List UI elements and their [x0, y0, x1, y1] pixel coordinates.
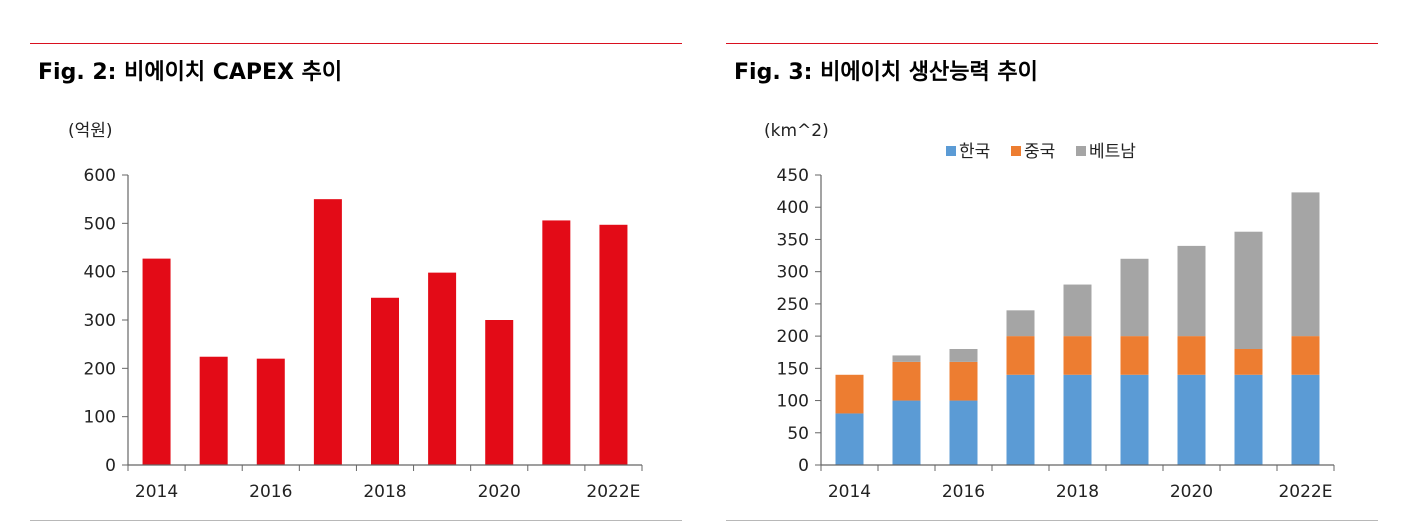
chart-title: Fig. 2: 비에이치 CAPEX 추이 — [38, 60, 343, 85]
y-tick-label: 50 — [787, 424, 809, 444]
bar — [313, 199, 342, 465]
china-bar — [835, 374, 864, 414]
legend-label: 한국 — [959, 142, 990, 162]
y-tick-label: 600 — [84, 166, 116, 186]
y-tick-label: 0 — [105, 456, 116, 476]
legend-swatch — [1076, 146, 1086, 156]
bar — [199, 356, 228, 465]
korea-bar — [1177, 374, 1206, 465]
bar — [485, 320, 514, 465]
chart-title: Fig. 3: 비에이치 생산능력 추이 — [734, 60, 1038, 85]
china-bar — [1177, 336, 1206, 375]
x-tick-label: 2016 — [942, 482, 985, 502]
korea-bar — [892, 400, 921, 465]
bottom-rule — [726, 520, 1378, 521]
legend-label: 베트남 — [1089, 142, 1136, 162]
capacity-chart-panel: Fig. 3: 비에이치 생산능력 추이 (km^2) 0 50 100 150 200 2… — [726, 0, 1378, 524]
vietnam-bar — [892, 355, 921, 362]
y-tick-label: 250 — [777, 295, 809, 315]
vietnam-bar — [1006, 310, 1035, 337]
china-bar — [1063, 336, 1092, 375]
legend-label: 중국 — [1024, 142, 1055, 162]
china-bar — [949, 361, 978, 401]
x-tick-label: 2014 — [828, 482, 871, 502]
korea-bar — [1291, 374, 1320, 465]
korea-bar — [1120, 374, 1149, 465]
title-rule — [726, 43, 1378, 44]
title-rule — [30, 43, 682, 44]
china-bar — [1120, 336, 1149, 375]
y-tick-label: 100 — [777, 392, 809, 412]
y-tick-label: 350 — [777, 230, 809, 250]
china-bar — [892, 361, 921, 401]
bar — [599, 224, 628, 465]
unit-label: (km^2) — [764, 121, 829, 141]
capex-chart-panel: Fig. 2: 비에이치 CAPEX 추이 (억원) 0 100 200 300 400 5… — [30, 0, 682, 524]
y-tick-label: 100 — [84, 408, 116, 428]
x-tick-label: 2020 — [478, 482, 521, 502]
china-bar — [1006, 336, 1035, 375]
korea-bar — [1063, 374, 1092, 465]
unit-label: (억원) — [68, 121, 113, 141]
y-tick-label: 400 — [777, 198, 809, 218]
x-tick-label: 2022E — [1278, 482, 1332, 502]
china-bar — [1291, 336, 1320, 375]
x-tick-label: 2018 — [363, 482, 406, 502]
legend-swatch — [946, 146, 956, 156]
korea-bar — [1006, 374, 1035, 465]
korea-bar — [835, 413, 864, 465]
capacity-stacked-bar-chart: (km^2) 0 50 100 150 200 250 300 350 400 450 2014 201… — [764, 121, 1335, 502]
china-bar — [1234, 349, 1263, 375]
y-tick-label: 200 — [84, 359, 116, 379]
bar — [542, 220, 571, 465]
y-tick-label: 500 — [84, 214, 116, 234]
vietnam-bar — [1291, 192, 1320, 337]
bar — [256, 358, 285, 465]
vietnam-bar — [949, 349, 978, 362]
capex-bar-chart: (억원) 0 100 200 300 400 500 600 2014 2016 2018 2020 2… — [68, 121, 643, 502]
legend-swatch — [1011, 146, 1021, 156]
x-tick-label: 2020 — [1170, 482, 1213, 502]
bar — [428, 272, 457, 465]
y-tick-label: 0 — [798, 456, 809, 476]
vietnam-bar — [1120, 258, 1149, 337]
y-tick-label: 200 — [777, 327, 809, 347]
x-tick-label: 2022E — [586, 482, 640, 502]
vietnam-bar — [1234, 231, 1263, 349]
legend: 한국 중국 베트남 — [946, 142, 1136, 162]
korea-bar — [949, 400, 978, 465]
bottom-rule — [30, 520, 682, 521]
x-tick-label: 2018 — [1056, 482, 1099, 502]
vietnam-bar — [1063, 284, 1092, 337]
y-tick-label: 300 — [777, 263, 809, 283]
y-tick-label: 450 — [777, 166, 809, 186]
x-tick-label: 2016 — [249, 482, 292, 502]
y-tick-label: 150 — [777, 359, 809, 379]
x-tick-label: 2014 — [135, 482, 178, 502]
bar — [142, 258, 171, 465]
vietnam-bar — [1177, 245, 1206, 337]
y-tick-label: 300 — [84, 311, 116, 331]
korea-bar — [1234, 374, 1263, 465]
bar — [371, 297, 399, 465]
y-tick-label: 400 — [84, 263, 116, 283]
